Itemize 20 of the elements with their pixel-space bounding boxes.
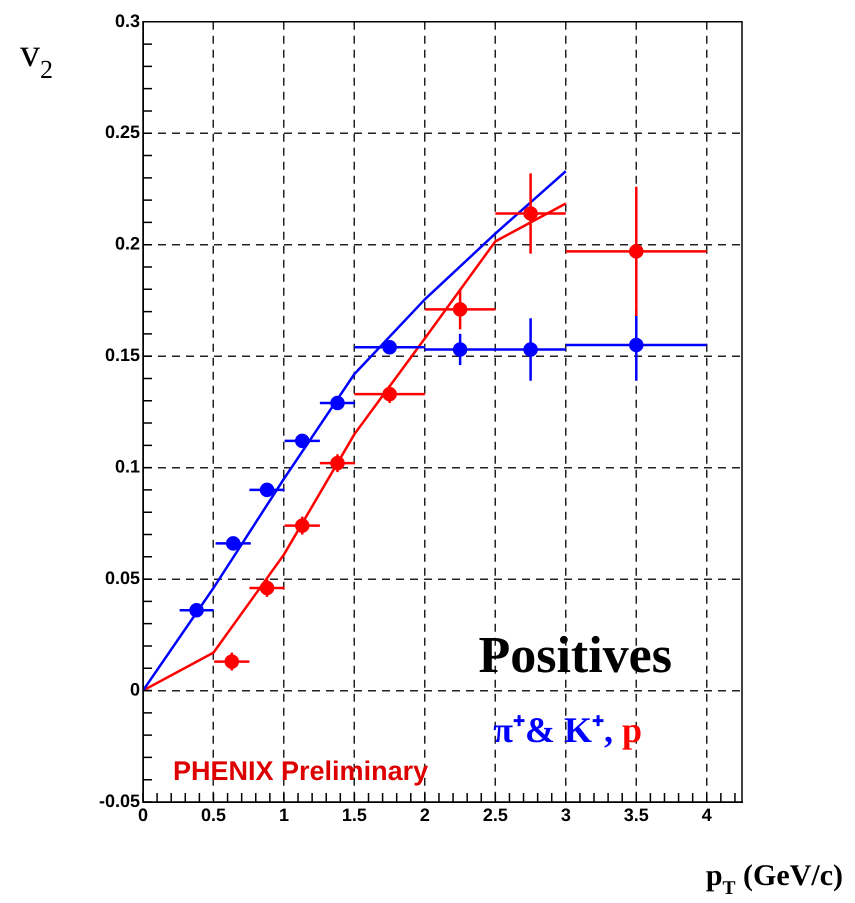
y-tick-label: 0.25 — [104, 122, 140, 142]
x-tick-label: 3 — [560, 804, 571, 825]
x-tick-label: 1 — [278, 804, 289, 825]
y-tick-label: -0.05 — [98, 790, 140, 811]
text: π⁺& K⁺, — [493, 710, 613, 750]
x-tick-label: 0.5 — [200, 804, 226, 825]
text: p — [622, 710, 642, 750]
y-tick-label: 0.15 — [104, 345, 140, 366]
y-tick-label: 0.2 — [114, 234, 140, 254]
x-tick-label: 1.5 — [342, 804, 367, 825]
x-tick-label: 2.5 — [482, 804, 508, 825]
annotation: Positives — [478, 627, 672, 684]
x-tick-label: 3.5 — [624, 804, 649, 825]
x-tick-label: 2 — [420, 804, 430, 825]
annotation: PHENIX Preliminary — [173, 756, 428, 786]
x-tick-label: 4 — [702, 804, 712, 825]
y-tick-label: 0 — [130, 680, 140, 700]
y-tick-label: 0.3 — [114, 10, 140, 31]
y-tick-label: 0.1 — [114, 456, 140, 477]
y-tick-label: 0.05 — [104, 568, 140, 588]
